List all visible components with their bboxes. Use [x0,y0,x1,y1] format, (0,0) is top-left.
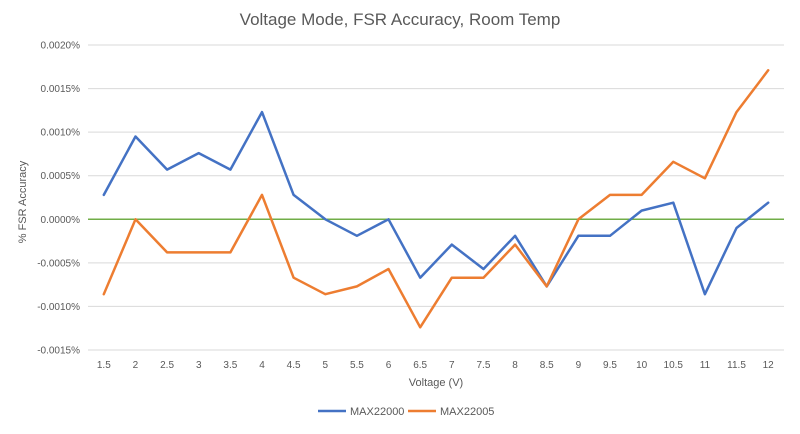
series-line-max22005 [102,69,770,329]
x-tick-label: 2.5 [160,360,174,371]
x-tick-label: 8 [512,360,518,371]
x-axis-ticks: 1.5 2 2.5 3 3.5 4 4.5 5 5.5 6 6.5 7 7.5 8 8.5 9 9.5 10 10.… [97,360,774,371]
x-tick-label: 10 [636,360,648,371]
x-tick-label: 10.5 [664,360,684,371]
x-tick-label: 11 [700,360,711,371]
chart-title: Voltage Mode, FSR Accuracy, Room Temp [240,10,561,29]
legend-label: MAX22000 [350,406,404,418]
y-tick-label: 0.0015% [41,84,81,95]
series-lines [102,69,770,329]
y-tick-label: 0.0005% [41,171,81,182]
x-tick-label: 11.5 [727,360,746,371]
y-tick-label: 0.0020% [41,41,81,52]
y-tick-label: 0.0000% [41,215,81,226]
legend-label: MAX22005 [440,406,494,418]
x-tick-label: 9.5 [603,360,617,371]
x-tick-label: 3.5 [223,360,237,371]
x-tick-label: 7 [449,360,455,371]
y-tick-label: 0.0010% [41,128,81,139]
y-tick-label: -0.0010% [37,302,80,313]
x-axis-title: Voltage (V) [409,377,463,389]
y-tick-label: -0.0005% [37,258,80,269]
y-tick-label: -0.0015% [37,346,80,357]
y-axis-ticks: -0.0015% -0.0010% -0.0005% 0.0000% 0.0005% 0.… [37,41,80,357]
x-tick-label: 4.5 [287,360,301,371]
x-tick-label: 3 [196,360,202,371]
x-tick-label: 5.5 [350,360,364,371]
x-tick-label: 8.5 [540,360,554,371]
series-line-max22000 [102,110,770,296]
x-tick-label: 4 [259,360,265,371]
legend: MAX22000 MAX22005 [318,406,494,418]
x-tick-label: 7.5 [477,360,491,371]
x-tick-label: 1.5 [97,360,111,371]
y-axis-title: % FSR Accuracy [17,160,29,243]
x-tick-label: 6 [386,360,392,371]
x-tick-label: 5 [322,360,328,371]
x-tick-label: 12 [763,360,775,371]
x-tick-label: 6.5 [413,360,427,371]
x-tick-label: 9 [576,360,582,371]
x-tick-label: 2 [133,360,139,371]
